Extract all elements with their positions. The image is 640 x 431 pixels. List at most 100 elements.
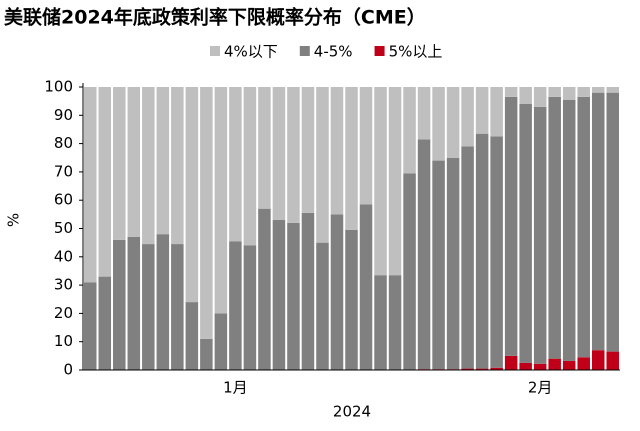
legend-label: 5%以上	[389, 43, 443, 61]
bar-segment	[214, 313, 228, 370]
bar-segment	[591, 350, 605, 370]
bar-segment	[562, 99, 576, 361]
bar-segment	[84, 282, 97, 370]
bar-segment	[272, 87, 286, 221]
bar-segment	[142, 244, 155, 370]
bar-segment	[243, 245, 257, 370]
bar-segment	[200, 87, 213, 339]
bar-segment	[171, 87, 184, 245]
x-tick-label: 2月	[528, 379, 553, 397]
y-tick-label: 30	[54, 276, 73, 294]
bar-segment	[461, 146, 474, 369]
bar-segment	[301, 212, 315, 370]
bar-segment	[185, 87, 199, 303]
bar-segment	[475, 368, 489, 370]
y-tick-label: 90	[54, 106, 73, 124]
bar-segment	[287, 87, 300, 223]
bar-segment	[548, 96, 561, 359]
bar-segment	[316, 242, 329, 370]
bar-segment	[606, 92, 619, 352]
bar-segment	[345, 229, 358, 370]
bar-segment	[461, 368, 474, 370]
y-tick-label: 50	[54, 219, 73, 237]
bar-segment	[84, 87, 97, 283]
bar-segment	[490, 367, 503, 370]
bar-segment	[359, 87, 373, 205]
bar-segment	[98, 87, 112, 277]
bar-segment	[461, 87, 474, 147]
bar-segment	[98, 276, 112, 370]
x-tick-label: 1月	[223, 379, 248, 397]
y-tick-label: 60	[54, 191, 73, 209]
bar-segment	[374, 87, 387, 276]
bar-segment	[156, 234, 170, 370]
legend-label: 4-5%	[314, 43, 353, 61]
bar-segment	[533, 363, 547, 370]
bar-segment	[417, 139, 431, 370]
bar-segment	[475, 133, 489, 369]
chart-title: 美联储2024年底政策利率下限概率分布（CME）	[4, 6, 426, 29]
bar-segment	[316, 87, 329, 243]
x-axis-label: 2024	[333, 403, 371, 421]
bar-segment	[388, 87, 402, 276]
bar-segment	[591, 87, 605, 93]
bar-segment	[214, 87, 228, 314]
bar-segment	[591, 92, 605, 351]
bar-segment	[171, 244, 184, 370]
legend-swatch	[299, 46, 310, 56]
bar-segment	[345, 87, 358, 230]
bar-segment	[432, 87, 445, 161]
bar-segment	[185, 302, 199, 370]
y-axis-label: %	[5, 213, 23, 227]
bar-segment	[533, 87, 547, 107]
bar-segment	[606, 351, 619, 370]
bar-segment	[533, 106, 547, 364]
bar-segment	[229, 87, 242, 242]
bar-segment	[446, 157, 460, 370]
bar-segment	[403, 87, 416, 174]
bar-segment	[519, 87, 532, 104]
bar-segment	[475, 87, 489, 134]
legend-label: 4%以下	[224, 43, 278, 61]
bar-segment	[606, 87, 619, 93]
bar-segment	[417, 87, 431, 140]
bar-segment	[142, 87, 155, 245]
bar-segment	[548, 358, 561, 370]
bar-segment	[504, 96, 518, 356]
bar-segment	[519, 362, 532, 370]
bar-segment	[548, 87, 561, 97]
bar-segment	[127, 236, 141, 370]
y-tick-label: 20	[54, 304, 73, 322]
bar-segment	[577, 96, 590, 358]
bar-segment	[113, 87, 126, 240]
bar-segment	[200, 338, 213, 370]
y-tick-label: 100	[44, 78, 73, 96]
bar-segment	[562, 360, 576, 370]
legend-swatch	[374, 46, 385, 56]
bar-segment	[229, 241, 242, 370]
y-tick-label: 80	[54, 134, 73, 152]
bar-segment	[258, 208, 271, 370]
y-tick-label: 0	[63, 361, 73, 379]
bar-segment	[388, 275, 402, 370]
bar-segment	[330, 214, 344, 370]
bar-segment	[504, 355, 518, 370]
bar-segment	[432, 160, 445, 370]
bar-segment	[403, 173, 416, 370]
bar-segment	[490, 87, 503, 137]
legend-swatch	[210, 46, 220, 56]
bar-segment	[156, 87, 170, 235]
y-tick-label: 70	[54, 162, 73, 180]
bar-segment	[519, 103, 532, 363]
bar-segment	[562, 87, 576, 100]
bar-segment	[359, 204, 373, 370]
bar-segment	[330, 87, 344, 215]
y-tick-label: 10	[54, 332, 73, 350]
bar-segment	[243, 87, 257, 246]
bar-segment	[301, 87, 315, 213]
bar-segment	[272, 220, 286, 370]
bar-segment	[504, 87, 518, 97]
bar-segment	[374, 275, 387, 370]
